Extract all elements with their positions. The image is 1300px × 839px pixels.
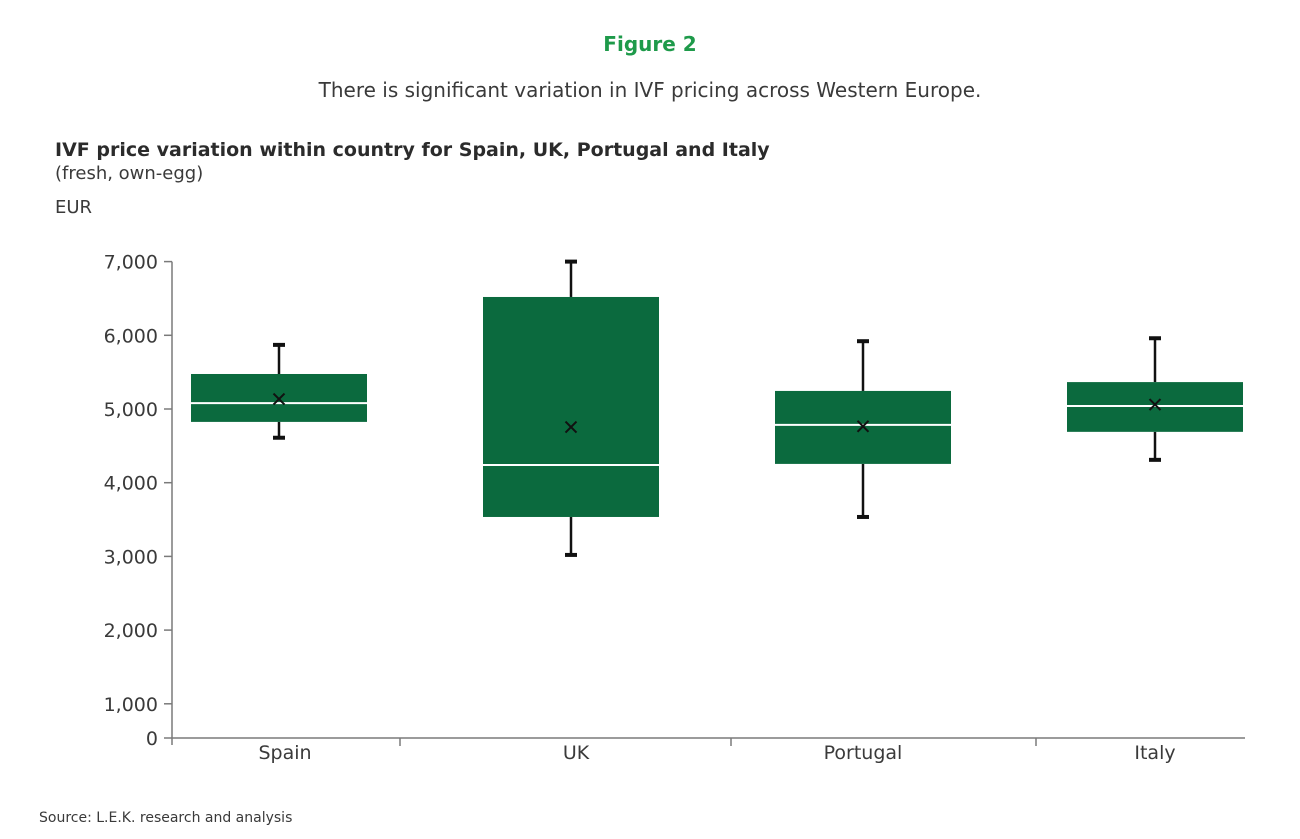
chart-subtitle: (fresh, own-egg) <box>55 163 204 184</box>
box-uk <box>483 259 659 557</box>
y-tick-label: 5,000 <box>104 399 158 421</box>
y-axis-unit: EUR <box>55 197 93 218</box>
figure-subtitle: There is significant variation in IVF pr… <box>318 78 982 102</box>
y-tick-label: 3,000 <box>104 546 158 568</box>
figure-label: Figure 2 <box>603 32 697 56</box>
y-tick-label: 0 <box>146 728 158 750</box>
y-axis: 0 1,000 2,000 3,000 4,000 5,000 6,000 7,000 <box>104 252 173 750</box>
y-tick-label: 4,000 <box>104 473 158 495</box>
boxes <box>191 259 1243 557</box>
box-portugal <box>775 339 951 519</box>
box-spain <box>191 342 367 440</box>
y-tick-label: 7,000 <box>104 252 158 274</box>
chart-title: IVF price variation within country for S… <box>55 139 770 161</box>
y-tick-label: 2,000 <box>104 620 158 642</box>
x-category-label: Spain <box>258 742 311 764</box>
x-category-label: UK <box>563 742 590 764</box>
x-category-label: Italy <box>1134 742 1175 764</box>
x-axis: Spain UK Portugal Italy <box>172 737 1245 764</box>
source-note: Source: L.E.K. research and analysis <box>39 810 293 826</box>
x-category-label: Portugal <box>824 742 903 764</box>
y-tick-label: 6,000 <box>104 325 158 347</box>
y-tick-label: 1,000 <box>104 694 158 716</box>
box-italy <box>1067 336 1243 462</box>
